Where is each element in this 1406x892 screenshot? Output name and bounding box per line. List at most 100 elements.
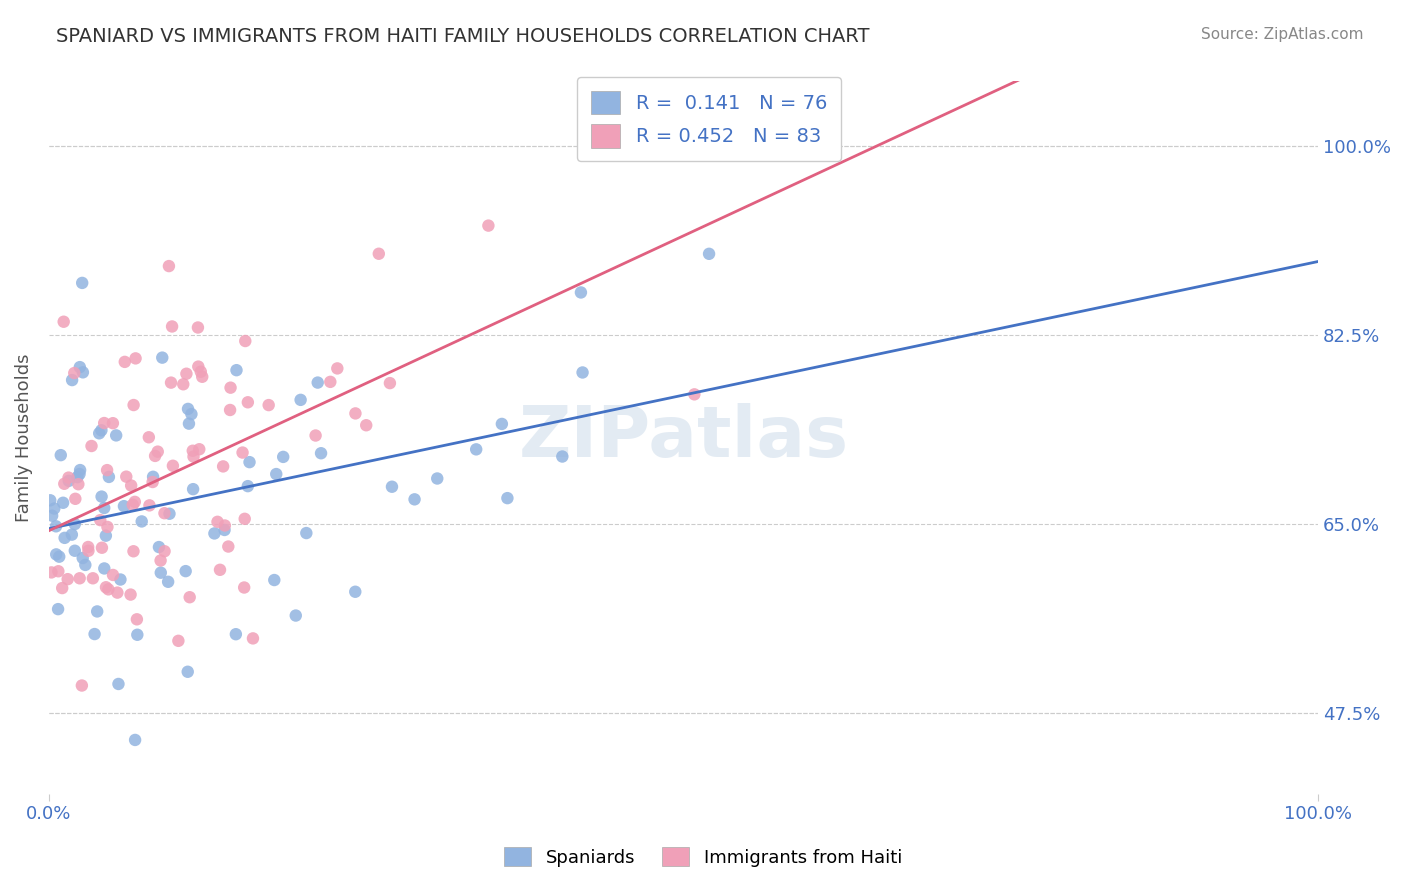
Spaniards <box>105 428 128 442</box>
Immigrants from Haiti <box>183 450 205 464</box>
Immigrants from Haiti <box>138 499 160 513</box>
Spaniards <box>177 417 200 431</box>
Spaniards <box>149 566 172 580</box>
Immigrants from Haiti <box>122 544 145 558</box>
Immigrants from Haiti <box>70 679 93 693</box>
Spaniards <box>83 627 105 641</box>
Spaniards <box>381 480 404 494</box>
Spaniards <box>58 474 80 488</box>
Immigrants from Haiti <box>640 131 662 145</box>
Spaniards <box>60 373 83 387</box>
Spaniards <box>72 365 94 379</box>
Spaniards <box>225 363 247 377</box>
Spaniards <box>157 574 180 589</box>
Immigrants from Haiti <box>80 439 103 453</box>
Spaniards <box>344 584 367 599</box>
Immigrants from Haiti <box>326 361 349 376</box>
Immigrants from Haiti <box>101 416 124 430</box>
Spaniards <box>41 508 63 523</box>
Immigrants from Haiti <box>96 520 118 534</box>
Immigrants from Haiti <box>124 495 146 509</box>
Spaniards <box>110 573 132 587</box>
Immigrants from Haiti <box>146 444 169 458</box>
Immigrants from Haiti <box>257 398 280 412</box>
Text: Source: ZipAtlas.com: Source: ZipAtlas.com <box>1201 27 1364 42</box>
Immigrants from Haiti <box>77 543 100 558</box>
Spaniards <box>63 543 86 558</box>
Spaniards <box>69 360 91 375</box>
Immigrants from Haiti <box>89 513 111 527</box>
Spaniards <box>159 507 181 521</box>
Immigrants from Haiti <box>115 469 138 483</box>
Immigrants from Haiti <box>179 591 201 605</box>
Immigrants from Haiti <box>77 540 100 554</box>
Spaniards <box>551 450 574 464</box>
Spaniards <box>45 519 67 533</box>
Spaniards <box>404 492 426 507</box>
Immigrants from Haiti <box>82 571 104 585</box>
Spaniards <box>150 351 173 365</box>
Immigrants from Haiti <box>207 515 229 529</box>
Immigrants from Haiti <box>160 376 183 390</box>
Immigrants from Haiti <box>191 369 214 384</box>
Immigrants from Haiti <box>319 375 342 389</box>
Spaniards <box>202 526 225 541</box>
Immigrants from Haiti <box>90 541 112 555</box>
Immigrants from Haiti <box>233 334 256 348</box>
Immigrants from Haiti <box>367 246 389 260</box>
Spaniards <box>66 470 89 484</box>
Spaniards <box>93 561 115 575</box>
Immigrants from Haiti <box>124 351 146 366</box>
Immigrants from Haiti <box>121 498 143 512</box>
Immigrants from Haiti <box>65 491 87 506</box>
Immigrants from Haiti <box>63 366 86 380</box>
Spaniards <box>112 499 135 513</box>
Immigrants from Haiti <box>105 585 128 599</box>
Spaniards <box>264 467 287 481</box>
Immigrants from Haiti <box>188 442 211 457</box>
Spaniards <box>225 627 247 641</box>
Immigrants from Haiti <box>125 612 148 626</box>
Spaniards <box>180 407 202 421</box>
Immigrants from Haiti <box>233 512 256 526</box>
Spaniards <box>295 526 318 541</box>
Y-axis label: Family Households: Family Households <box>15 353 32 522</box>
Legend: R =  0.141   N = 76, R = 0.452   N = 83: R = 0.141 N = 76, R = 0.452 N = 83 <box>578 77 841 161</box>
Immigrants from Haiti <box>162 458 184 473</box>
Immigrants from Haiti <box>232 445 254 459</box>
Immigrants from Haiti <box>219 381 242 395</box>
Spaniards <box>90 490 112 504</box>
Immigrants from Haiti <box>149 553 172 567</box>
Spaniards <box>53 531 76 545</box>
Text: ZIPatlas: ZIPatlas <box>519 403 849 472</box>
Immigrants from Haiti <box>94 580 117 594</box>
Spaniards <box>70 276 93 290</box>
Immigrants from Haiti <box>58 470 80 484</box>
Spaniards <box>307 376 329 390</box>
Immigrants from Haiti <box>181 443 204 458</box>
Spaniards <box>174 564 197 578</box>
Immigrants from Haiti <box>683 387 706 401</box>
Spaniards <box>465 442 488 457</box>
Immigrants from Haiti <box>187 320 209 334</box>
Spaniards <box>44 501 66 516</box>
Immigrants from Haiti <box>378 376 401 391</box>
Spaniards <box>124 733 146 747</box>
Immigrants from Haiti <box>52 315 75 329</box>
Spaniards <box>93 500 115 515</box>
Immigrants from Haiti <box>153 506 176 520</box>
Text: SPANIARD VS IMMIGRANTS FROM HAITI FAMILY HOUSEHOLDS CORRELATION CHART: SPANIARD VS IMMIGRANTS FROM HAITI FAMILY… <box>56 27 870 45</box>
Immigrants from Haiti <box>46 564 69 578</box>
Immigrants from Haiti <box>122 398 145 412</box>
Spaniards <box>236 479 259 493</box>
Spaniards <box>97 470 120 484</box>
Spaniards <box>214 523 236 537</box>
Spaniards <box>94 529 117 543</box>
Immigrants from Haiti <box>160 319 183 334</box>
Immigrants from Haiti <box>97 582 120 597</box>
Spaniards <box>148 540 170 554</box>
Immigrants from Haiti <box>214 518 236 533</box>
Immigrants from Haiti <box>304 428 326 442</box>
Spaniards <box>60 527 83 541</box>
Immigrants from Haiti <box>138 430 160 444</box>
